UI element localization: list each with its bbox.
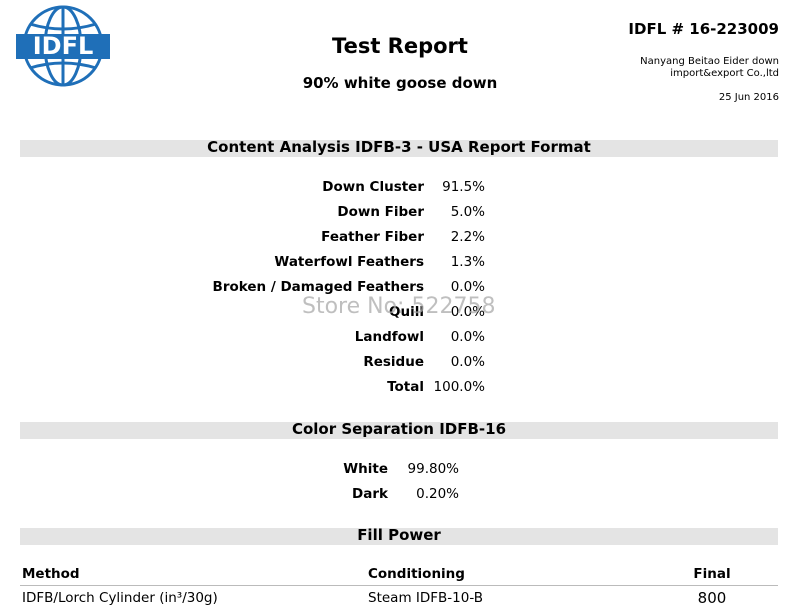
row-label: Quill <box>389 304 424 320</box>
row-label: Residue <box>363 354 424 370</box>
cell: IDFB/Lorch Cylinder (in³/30g) <box>22 590 218 606</box>
row-value: 99.80% <box>407 461 459 477</box>
section-bar <box>20 140 778 157</box>
cell: 800 <box>697 589 727 607</box>
logo-text: IDFL <box>33 32 94 60</box>
logo: IDFL <box>16 5 110 87</box>
column-header: Method <box>22 566 80 582</box>
section-title: Color Separation IDFB-16 <box>291 420 507 438</box>
subtitle: 90% white goose down <box>302 74 498 92</box>
column-header: Conditioning <box>368 566 465 582</box>
row-label: Down Fiber <box>337 204 424 220</box>
row-value: 0.0% <box>450 354 485 370</box>
client: Nanyang Beitao Eider down <box>640 56 779 67</box>
date: 25 Jun 2016 <box>718 92 779 103</box>
column-header: Final <box>693 566 731 582</box>
row-value: 0.0% <box>450 279 485 295</box>
row-value: 1.3% <box>450 254 485 270</box>
row-value: 0.0% <box>450 329 485 345</box>
row-value: 100.0% <box>433 379 485 395</box>
row-label: Dark <box>352 486 388 502</box>
row-label: Broken / Damaged Feathers <box>212 279 424 295</box>
row-label: Waterfowl Feathers <box>274 254 424 270</box>
cell: Steam IDFB-10-B <box>368 590 483 606</box>
row-value: 91.5% <box>442 179 485 195</box>
title: Test Report <box>332 34 468 58</box>
row-value: 0.0% <box>450 304 485 320</box>
row-value: 5.0% <box>450 204 485 220</box>
row-label: Total <box>387 379 424 395</box>
row-label: Landfowl <box>354 329 424 345</box>
client: import&export Co.,ltd <box>670 68 779 79</box>
row-label: White <box>343 461 388 477</box>
section-title: Content Analysis IDFB-3 - USA Report For… <box>207 138 591 156</box>
section-bar <box>20 528 778 545</box>
row-value: 2.2% <box>450 229 485 245</box>
row-label: Down Cluster <box>322 179 424 195</box>
watermark: Store No: 522758 <box>302 294 496 319</box>
section-title: Fill Power <box>357 526 441 544</box>
row-value: 0.20% <box>416 486 459 502</box>
row-label: Feather Fiber <box>321 229 424 245</box>
section-bar <box>20 422 778 439</box>
divider <box>20 585 778 586</box>
report-number: IDFL # 16-223009 <box>628 20 779 38</box>
